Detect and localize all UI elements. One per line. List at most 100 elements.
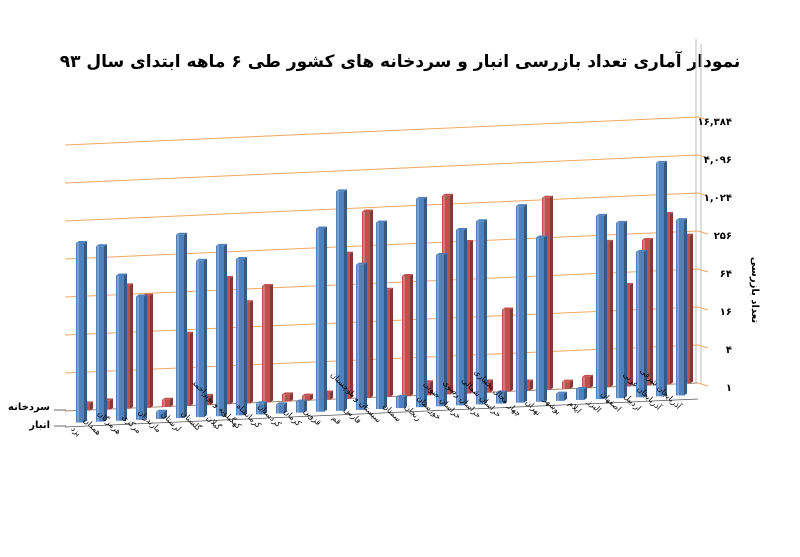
bar-3-series-2-highlight bbox=[117, 275, 119, 421]
bar-6-series-2 bbox=[176, 232, 187, 419]
bar-29-series-1-top bbox=[642, 238, 653, 241]
bar-27-series-2-side bbox=[604, 213, 607, 400]
bar-24-series-2-top bbox=[536, 235, 547, 238]
bar-7-series-2-side bbox=[204, 258, 207, 418]
bar-15-series-1-side bbox=[370, 209, 373, 398]
gridline bbox=[64, 154, 699, 184]
bar-9-series-2 bbox=[236, 256, 247, 416]
y-tick-label: ۱ bbox=[726, 383, 732, 394]
bar-26-series-2-top bbox=[576, 386, 587, 389]
bar-18-series-2-side bbox=[424, 196, 427, 408]
bar-7-series-1-side bbox=[210, 393, 213, 406]
bar-22-series-1 bbox=[502, 307, 513, 392]
bar-18-series-2 bbox=[416, 196, 427, 408]
bar-22-series-1-top bbox=[502, 307, 513, 310]
bar-23-series-2-front bbox=[516, 206, 524, 403]
gridline-side bbox=[697, 230, 709, 235]
bar-11-series-1-side bbox=[290, 392, 293, 402]
gridline-side bbox=[697, 306, 709, 311]
bar-19-series-1-top bbox=[442, 193, 453, 196]
bar-7-series-2-highlight bbox=[197, 260, 199, 418]
bar-15-series-2 bbox=[356, 262, 367, 410]
bar-26-series-2-side bbox=[584, 386, 587, 400]
bar-8-series-2 bbox=[216, 243, 227, 417]
bar-30-series-1-side bbox=[670, 212, 673, 385]
bar-3-series-1-side bbox=[130, 283, 133, 409]
bar-19-series-2-side bbox=[444, 252, 447, 407]
y-axis: ۱ ۴ ۱۶ ۶۴ ۲۵۶ ۱,۰۲۴ ۴,۰۹۶ ۱۶,۳۸۴ تعداد بازرسی bbox=[698, 117, 760, 394]
gridline bbox=[64, 116, 699, 146]
chart-walls bbox=[695, 39, 702, 383]
bar-25-series-2-highlight bbox=[557, 393, 559, 401]
bar-11-series-1 bbox=[282, 392, 293, 402]
bar-5-series-2 bbox=[156, 409, 167, 419]
bar-14-series-2-top bbox=[336, 189, 347, 192]
y-tick-label: ۱,۰۲۴ bbox=[704, 193, 732, 204]
bar-8-series-1-side bbox=[230, 275, 233, 405]
bar-5-series-2-side bbox=[164, 409, 167, 419]
series-label-1: سردخانه bbox=[8, 402, 50, 413]
bar-22-series-2-front bbox=[496, 392, 504, 404]
bar-11-series-1-front bbox=[282, 394, 290, 402]
bar-29-series-2-front bbox=[636, 252, 644, 398]
bar-10-series-1-front bbox=[262, 285, 270, 403]
bar-23-series-1-side bbox=[530, 379, 533, 391]
bar-31-series-2-highlight bbox=[677, 220, 679, 396]
bar-12-series-1-side bbox=[310, 393, 313, 401]
bar-17-series-2 bbox=[396, 394, 407, 409]
bar-17-series-2-front bbox=[396, 396, 404, 409]
bar-26-series-1-front bbox=[582, 376, 590, 388]
bar-29-series-2-side bbox=[644, 250, 647, 398]
bar-19-series-2-front bbox=[436, 254, 444, 407]
bar-7-series-2-top bbox=[196, 258, 207, 261]
bar-10-series-1-top bbox=[262, 283, 273, 286]
bar-4-series-2-front bbox=[136, 296, 144, 420]
bar-6-series-1-side bbox=[190, 331, 193, 407]
bar-25-series-1-side bbox=[570, 379, 573, 389]
bar-17-series-1-top bbox=[402, 273, 413, 276]
bar-12-series-1-front bbox=[302, 395, 310, 401]
bar-21-series-2-front bbox=[476, 221, 484, 405]
bar-14-series-1-side bbox=[350, 251, 353, 399]
bar-2-series-2-side bbox=[104, 244, 107, 422]
bar-17-series-2-top bbox=[396, 394, 407, 397]
bar-31-series-1-side bbox=[690, 233, 693, 384]
bar-1-series-2-top bbox=[76, 240, 87, 243]
bar-28-series-1-side bbox=[630, 283, 633, 387]
bar-4-series-2-side bbox=[144, 294, 147, 420]
bar-30-series-2-front bbox=[656, 162, 664, 397]
bar-27-series-2 bbox=[596, 213, 607, 400]
bar-22-series-1-front bbox=[502, 309, 510, 392]
bar-16-series-2-side bbox=[384, 220, 387, 409]
bar-13-series-2-top bbox=[316, 226, 327, 229]
bar-20-series-1-side bbox=[470, 240, 473, 394]
bar-11-series-1-highlight bbox=[283, 394, 285, 402]
bar-3-series-2 bbox=[116, 273, 127, 421]
bar-13-series-2-front bbox=[316, 228, 324, 412]
bar-29-series-2-highlight bbox=[637, 252, 639, 398]
bar-12-series-2-side bbox=[304, 399, 307, 413]
y-tick-label: ۴ bbox=[726, 345, 732, 356]
bar-26-series-1 bbox=[582, 374, 593, 388]
bar-18-series-2-top bbox=[416, 196, 427, 199]
bar-5-series-2-top bbox=[156, 409, 167, 412]
bar-22-series-2 bbox=[496, 390, 507, 404]
bar-29-series-2-top bbox=[636, 250, 647, 253]
bar-12-series-1 bbox=[302, 393, 313, 401]
bar-15-series-2-highlight bbox=[357, 264, 359, 410]
bar-13-series-2 bbox=[316, 226, 327, 412]
bar-5-series-1-top bbox=[162, 397, 173, 400]
bar-25-series-1 bbox=[562, 379, 573, 389]
bar-17-series-1-front bbox=[402, 275, 410, 397]
bar-12-series-2-highlight bbox=[297, 401, 299, 413]
bar-22-series-2-highlight bbox=[497, 392, 499, 404]
bar-27-series-2-highlight bbox=[597, 215, 599, 400]
bar-3-series-2-top bbox=[116, 273, 127, 276]
bar-20-series-2-side bbox=[464, 228, 467, 406]
bar-16-series-2-top bbox=[376, 220, 387, 223]
bar-25-series-1-top bbox=[562, 379, 573, 382]
bar-18-series-2-front bbox=[416, 198, 424, 408]
bar-17-series-2-highlight bbox=[397, 396, 399, 409]
bar-2-series-2-top bbox=[96, 244, 107, 247]
bar-11-series-2-top bbox=[276, 402, 287, 405]
